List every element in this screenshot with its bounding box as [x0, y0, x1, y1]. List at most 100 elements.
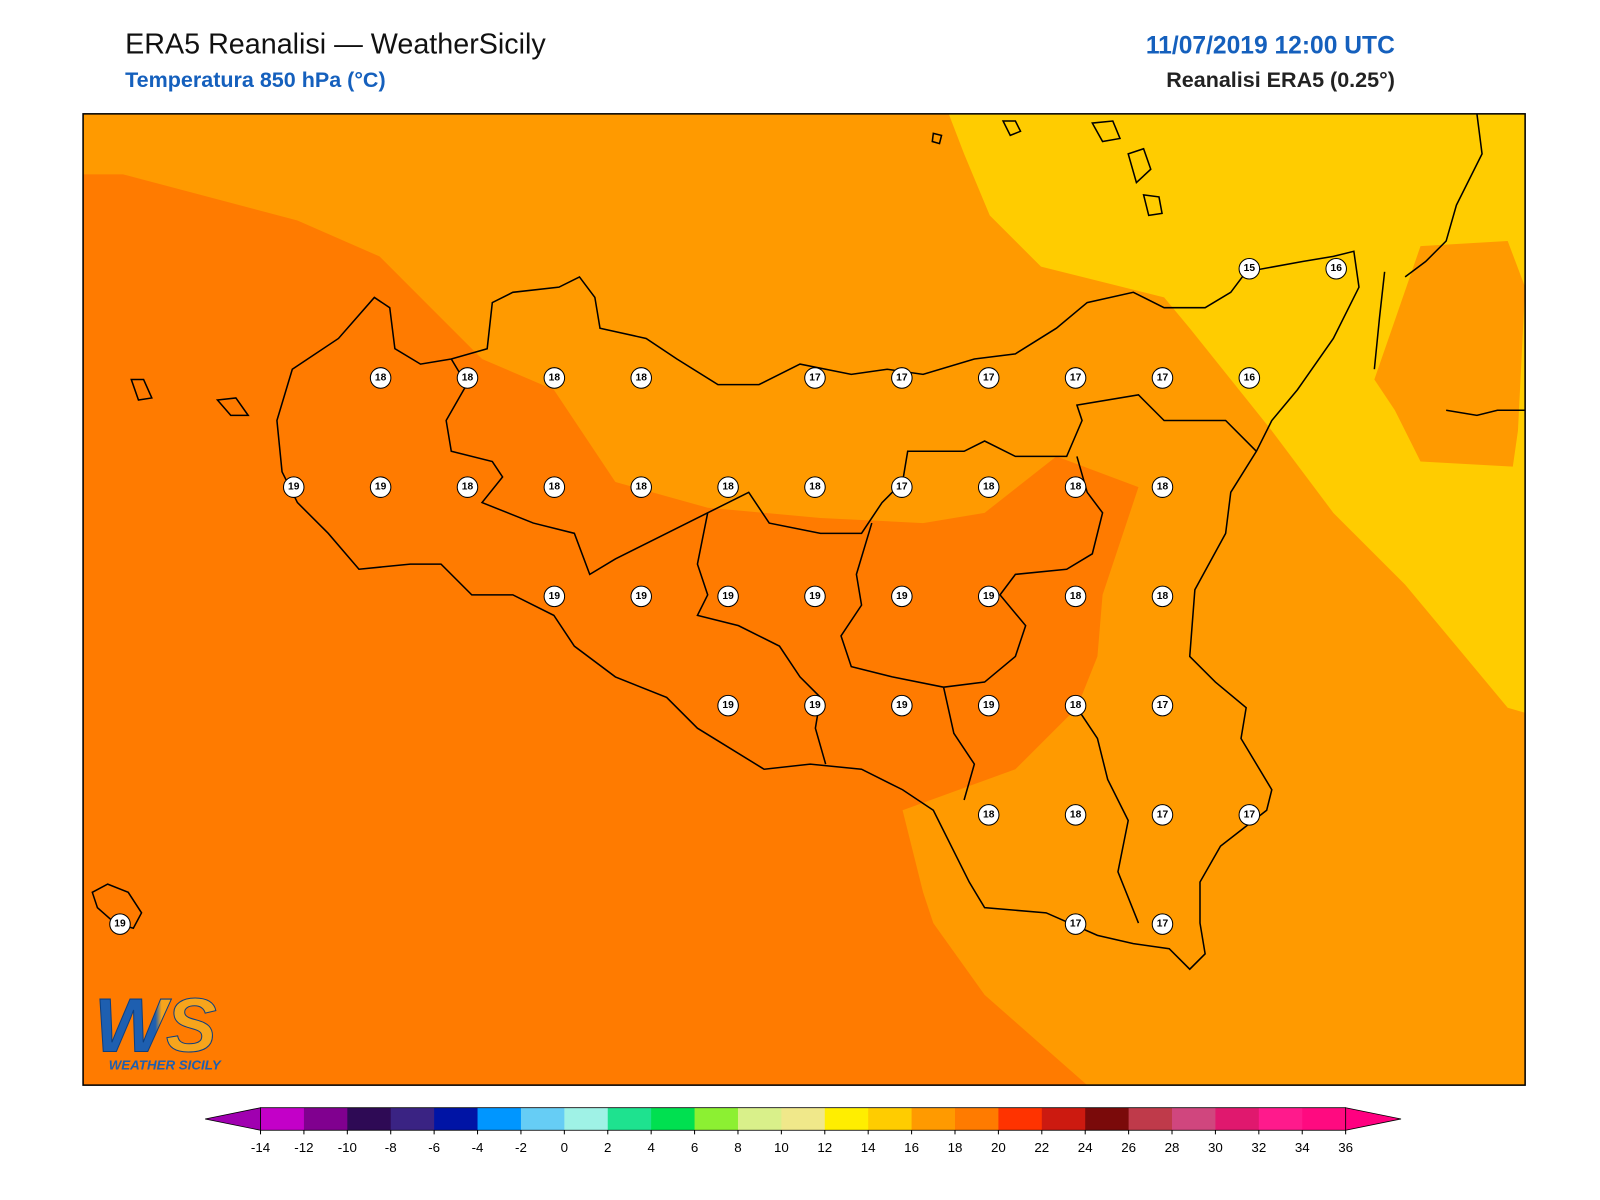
station: 17 [977, 367, 1000, 389]
station-marker [369, 367, 392, 389]
station: 18 [1064, 804, 1087, 826]
logo: WS WEATHER SICILY [94, 983, 222, 1073]
station-marker [891, 367, 913, 389]
station-marker [1151, 367, 1174, 389]
station: 18 [977, 804, 1000, 826]
station-value: 17 [1157, 919, 1169, 930]
field-18-east [1374, 241, 1526, 467]
station: 18 [1064, 694, 1087, 717]
station-value: 18 [462, 482, 474, 493]
colorbar-swatch [347, 1107, 392, 1131]
station: 18 [630, 476, 653, 498]
province-border [445, 358, 1257, 576]
station-value: 16 [1244, 372, 1256, 383]
field-16 [948, 113, 1526, 713]
station-marker [1064, 913, 1087, 935]
station: 17 [1151, 367, 1174, 389]
station: 19 [369, 476, 392, 498]
station: 15 [1238, 257, 1261, 280]
station: 19 [282, 476, 305, 498]
colorbar-under [205, 1107, 261, 1131]
station: 17 [891, 476, 913, 498]
colorbar-swatch [911, 1107, 956, 1131]
colorbar-swatch [477, 1107, 522, 1131]
station-value: 19 [114, 919, 126, 930]
station-marker [977, 804, 1000, 826]
station-value: 17 [1157, 372, 1169, 383]
colorbar-tick-label: 26 [1121, 1140, 1136, 1155]
station-marker [630, 367, 653, 389]
station: 19 [109, 913, 131, 935]
station-marker [1151, 913, 1174, 935]
station-value: 18 [983, 809, 995, 820]
station-marker [630, 476, 653, 498]
station-value: 17 [896, 482, 908, 493]
station-value: 18 [809, 482, 821, 493]
colorbar-tick-label: -6 [428, 1140, 440, 1155]
station: 18 [1151, 476, 1174, 498]
station: 18 [456, 367, 479, 389]
colorbar-tick-label: 0 [561, 1140, 568, 1155]
colorbar-swatch [390, 1107, 435, 1131]
station-value: 18 [1070, 809, 1082, 820]
station-value: 18 [1070, 700, 1082, 711]
colorbar-tick-label: -14 [251, 1140, 271, 1155]
station-value: 19 [983, 700, 995, 711]
station-marker [543, 367, 566, 389]
colorbar-swatch [1085, 1107, 1130, 1131]
station-marker [1238, 257, 1261, 280]
source: Reanalisi ERA5 (0.25°) [1166, 68, 1395, 92]
station-value: 17 [1070, 372, 1082, 383]
colorbar-tick-label: 12 [817, 1140, 832, 1155]
station-marker [804, 476, 826, 498]
field-19 [83, 174, 1139, 1086]
station-value: 17 [896, 372, 908, 383]
colorbar-swatch [954, 1107, 999, 1131]
colorbar-swatch [998, 1107, 1043, 1131]
colorbar-swatch [868, 1107, 913, 1131]
station-value: 17 [1157, 700, 1169, 711]
datetime: 11/07/2019 12:00 UTC [1146, 32, 1395, 59]
station: 17 [1238, 804, 1261, 826]
station-value: 19 [722, 591, 734, 602]
colorbar-tick-label: -2 [515, 1140, 527, 1155]
colorbar-tick-label: 20 [991, 1140, 1006, 1155]
colorbar-tick-label: -4 [472, 1140, 484, 1155]
colorbar-tick-label: 2 [604, 1140, 611, 1155]
station-marker [282, 476, 305, 498]
station: 18 [543, 476, 566, 498]
station: 19 [891, 694, 913, 717]
map-frame [82, 113, 1526, 1086]
station-marker [891, 476, 913, 498]
station-value: 19 [288, 482, 300, 493]
station: 16 [1325, 257, 1347, 280]
station: 18 [804, 476, 826, 498]
station-marker [1238, 367, 1261, 389]
station-marker [543, 476, 566, 498]
station: 17 [1064, 913, 1087, 935]
colorbar-swatch [651, 1107, 696, 1131]
colorbar-tick-label: 10 [774, 1140, 789, 1155]
station: 19 [543, 585, 566, 608]
station-value: 19 [722, 700, 734, 711]
colorbar-swatch [781, 1107, 826, 1131]
station-marker [1151, 694, 1174, 717]
station-value: 18 [375, 372, 387, 383]
colorbar-swatch [1041, 1107, 1086, 1131]
station: 19 [804, 694, 826, 717]
station: 18 [1151, 585, 1174, 608]
station: 18 [456, 476, 479, 498]
station-marker [456, 367, 479, 389]
station: 17 [1151, 804, 1174, 826]
station: 17 [1151, 913, 1174, 935]
station: 16 [1238, 367, 1261, 389]
station: 18 [1064, 476, 1087, 498]
logo-text: WEATHER SICILY [109, 1058, 222, 1073]
colorbar-tick-label: 18 [948, 1140, 963, 1155]
station-marker [804, 585, 826, 608]
station-marker [1151, 476, 1174, 498]
station-marker [456, 476, 479, 498]
colorbar-tick-label: 36 [1338, 1140, 1353, 1155]
station-value: 19 [809, 700, 821, 711]
station-value: 19 [549, 591, 561, 602]
